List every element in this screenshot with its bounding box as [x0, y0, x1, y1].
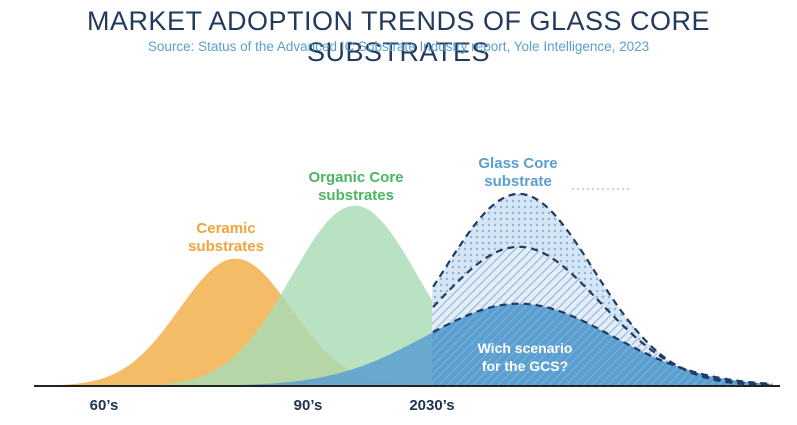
glass-early-area: [220, 332, 432, 386]
chart-subtitle: Source: Status of the Advanced IC Substr…: [147, 39, 650, 54]
tick-label-60s: 60’s: [90, 397, 119, 414]
ceramic-label-line2: substrates: [188, 238, 264, 255]
scenario-annotation-line1: Wich scenario: [478, 340, 573, 356]
ceramic-label-line1: Ceramic: [196, 220, 255, 237]
organic-label-line1: Organic Core: [308, 169, 403, 186]
tick-label-90s: 90’s: [294, 397, 323, 414]
scenario-low-line: [432, 302, 773, 386]
tick-label-2030s: 2030’s: [409, 397, 454, 414]
organic-label-line2: substrates: [318, 187, 394, 204]
scenario-annotation-line2: for the GCS?: [482, 358, 568, 374]
scenario-low-area: [432, 303, 773, 386]
glass-label-line2: substrate: [484, 173, 552, 190]
ceramic-area: [34, 258, 445, 386]
scenario-mid-line: [432, 245, 773, 387]
chart-title: MARKET ADOPTION TRENDS OF GLASS CORE SUB…: [86, 6, 711, 67]
glass-label-line1: Glass Core: [478, 155, 557, 172]
scenario-high-line: [432, 192, 773, 387]
